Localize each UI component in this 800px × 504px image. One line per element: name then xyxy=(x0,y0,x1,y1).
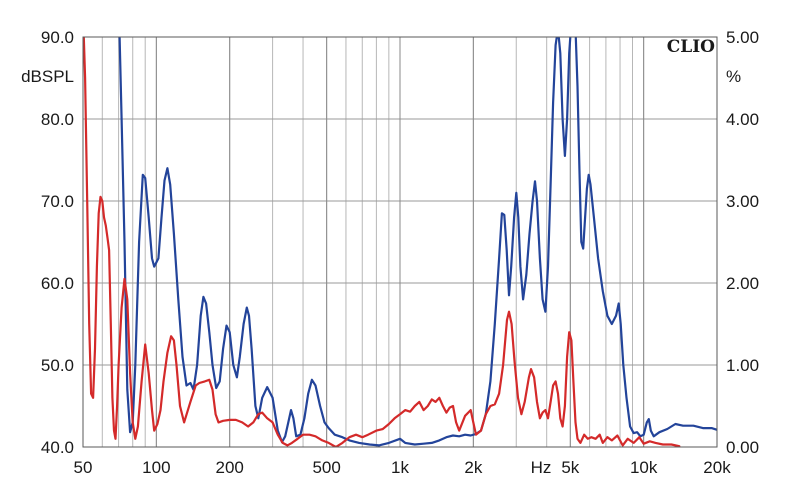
x-tick-label: 20k xyxy=(703,458,731,477)
y-right-axis-label: % xyxy=(726,67,741,86)
spl-series-line xyxy=(118,37,717,447)
y-left-tick-label: 90.0 xyxy=(41,28,74,47)
y-left-tick-label: 70.0 xyxy=(41,192,74,211)
y-right-tick-label: 4.00 xyxy=(726,110,759,129)
y-left-tick-labels: 90.0 80.0 70.0 60.0 50.0 40.0 xyxy=(41,28,74,457)
x-axis-unit-label: Hz xyxy=(531,458,552,477)
x-tick-label: 500 xyxy=(312,458,340,477)
x-tick-label: 100 xyxy=(142,458,170,477)
series-layer xyxy=(83,37,717,447)
plot-frame xyxy=(82,36,718,448)
y-right-tick-labels: 5.00 4.00 3.00 2.00 1.00 0.00 xyxy=(726,28,759,457)
x-tick-label: 5k xyxy=(561,458,579,477)
y-left-tick-label: 40.0 xyxy=(41,438,74,457)
y-right-tick-label: 5.00 xyxy=(726,28,759,47)
y-right-tick-label: 0.00 xyxy=(726,438,759,457)
y-left-tick-label: 50.0 xyxy=(41,356,74,375)
x-tick-labels: 50 100 200 500 1k 2k 5k 10k 20k xyxy=(74,458,732,477)
x-tick-label: 1k xyxy=(391,458,409,477)
y-left-tick-label: 80.0 xyxy=(41,110,74,129)
y-right-tick-label: 1.00 xyxy=(726,356,759,375)
y-left-tick-label: 60.0 xyxy=(41,274,74,293)
x-tick-label: 50 xyxy=(74,458,93,477)
x-tick-label: 10k xyxy=(630,458,658,477)
y-left-axis-label: dBSPL xyxy=(21,67,74,86)
distortion-series-line xyxy=(83,37,681,447)
x-tick-label: 200 xyxy=(216,458,244,477)
y-right-tick-label: 2.00 xyxy=(726,274,759,293)
x-tick-label: 2k xyxy=(464,458,482,477)
y-right-tick-label: 3.00 xyxy=(726,192,759,211)
clio-brand-label: CLIO xyxy=(667,37,715,57)
